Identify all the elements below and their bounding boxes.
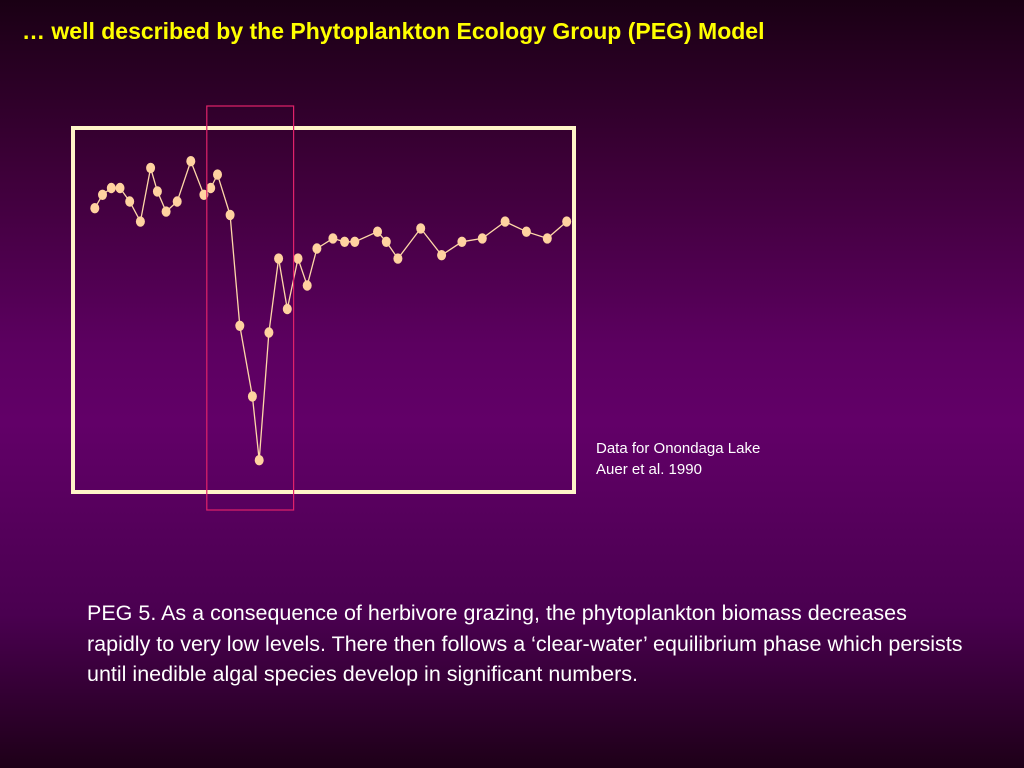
data-point-30 (393, 253, 403, 264)
data-point-14 (213, 169, 222, 180)
data-point-34 (477, 233, 487, 244)
caption-line-2: Auer et al. 1990 (596, 461, 702, 478)
data-point-1 (90, 203, 100, 214)
data-point-23 (302, 280, 312, 291)
data-point-24 (312, 243, 322, 254)
data-point-31 (416, 223, 426, 234)
data-point-32 (437, 250, 447, 261)
data-point-7 (146, 162, 156, 174)
data-point-8 (152, 186, 162, 197)
data-point-20 (274, 253, 284, 264)
data-point-16 (235, 320, 245, 331)
data-point-28 (373, 226, 382, 237)
data-point-15 (225, 209, 235, 221)
data-point-9 (161, 206, 171, 217)
highlight-box (206, 105, 295, 511)
data-point-3 (106, 182, 116, 194)
data-point-2 (98, 189, 107, 200)
data-point-6 (135, 216, 145, 227)
data-point-29 (381, 236, 391, 247)
data-point-33 (457, 236, 467, 247)
data-point-38 (562, 216, 572, 227)
data-point-35 (500, 216, 510, 227)
chart-frame (71, 126, 576, 494)
data-point-4 (115, 182, 125, 194)
data-point-26 (340, 236, 350, 247)
data-point-18 (254, 455, 264, 466)
data-point-13 (206, 182, 216, 194)
data-point-27 (350, 236, 360, 247)
data-point-19 (264, 327, 274, 338)
data-point-5 (125, 196, 135, 207)
slide-title: … well described by the Phytoplankton Ec… (22, 18, 765, 44)
chart-series (90, 156, 572, 466)
data-point-21 (282, 303, 292, 315)
data-point-11 (186, 156, 196, 167)
caption-line-1: Data for Onondaga Lake (596, 440, 761, 457)
body-text: PEG 5. As a consequence of herbivore gra… (87, 601, 963, 686)
data-point-25 (328, 233, 338, 244)
data-point-17 (247, 391, 257, 402)
data-point-22 (293, 253, 303, 264)
data-point-36 (521, 226, 531, 237)
data-source-caption: Data for Onondaga Lake Auer et al. 1990 (596, 438, 760, 480)
data-point-10 (172, 196, 182, 207)
data-point-12 (199, 189, 209, 200)
series-line (94, 159, 568, 461)
data-point-37 (542, 233, 552, 244)
